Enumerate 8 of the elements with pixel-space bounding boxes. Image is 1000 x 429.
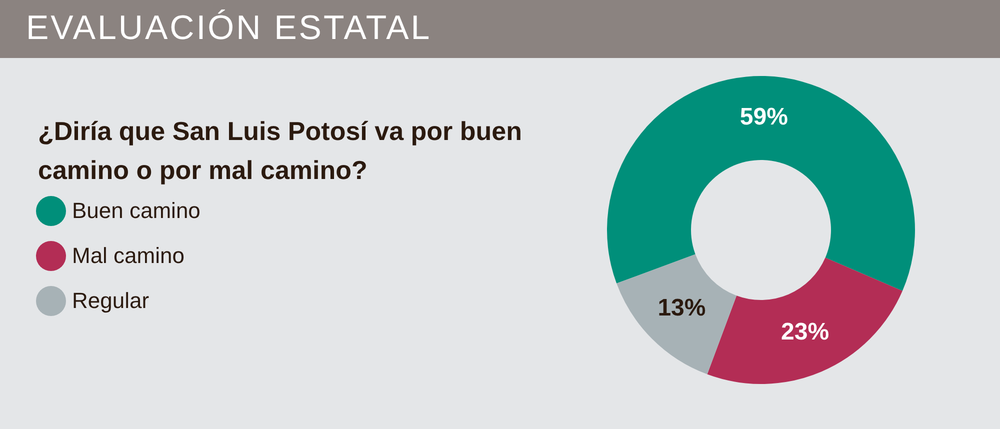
legend-label: Regular bbox=[72, 287, 150, 315]
data-label: 59% bbox=[740, 104, 788, 131]
legend-label: Buen camino bbox=[72, 197, 200, 225]
legend-label: Mal camino bbox=[72, 242, 184, 270]
text: ¿Diría que San Luis Potosí va por buen camino o por mal camino? bbox=[38, 115, 523, 187]
data-label: 23% bbox=[780, 318, 830, 346]
chart-title: EVALUACIÓN ESTATAL bbox=[26, 8, 432, 48]
data-label: 13% bbox=[658, 294, 706, 322]
